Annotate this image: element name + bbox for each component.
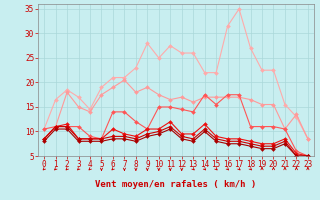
X-axis label: Vent moyen/en rafales ( km/h ): Vent moyen/en rafales ( km/h ) <box>95 180 257 189</box>
